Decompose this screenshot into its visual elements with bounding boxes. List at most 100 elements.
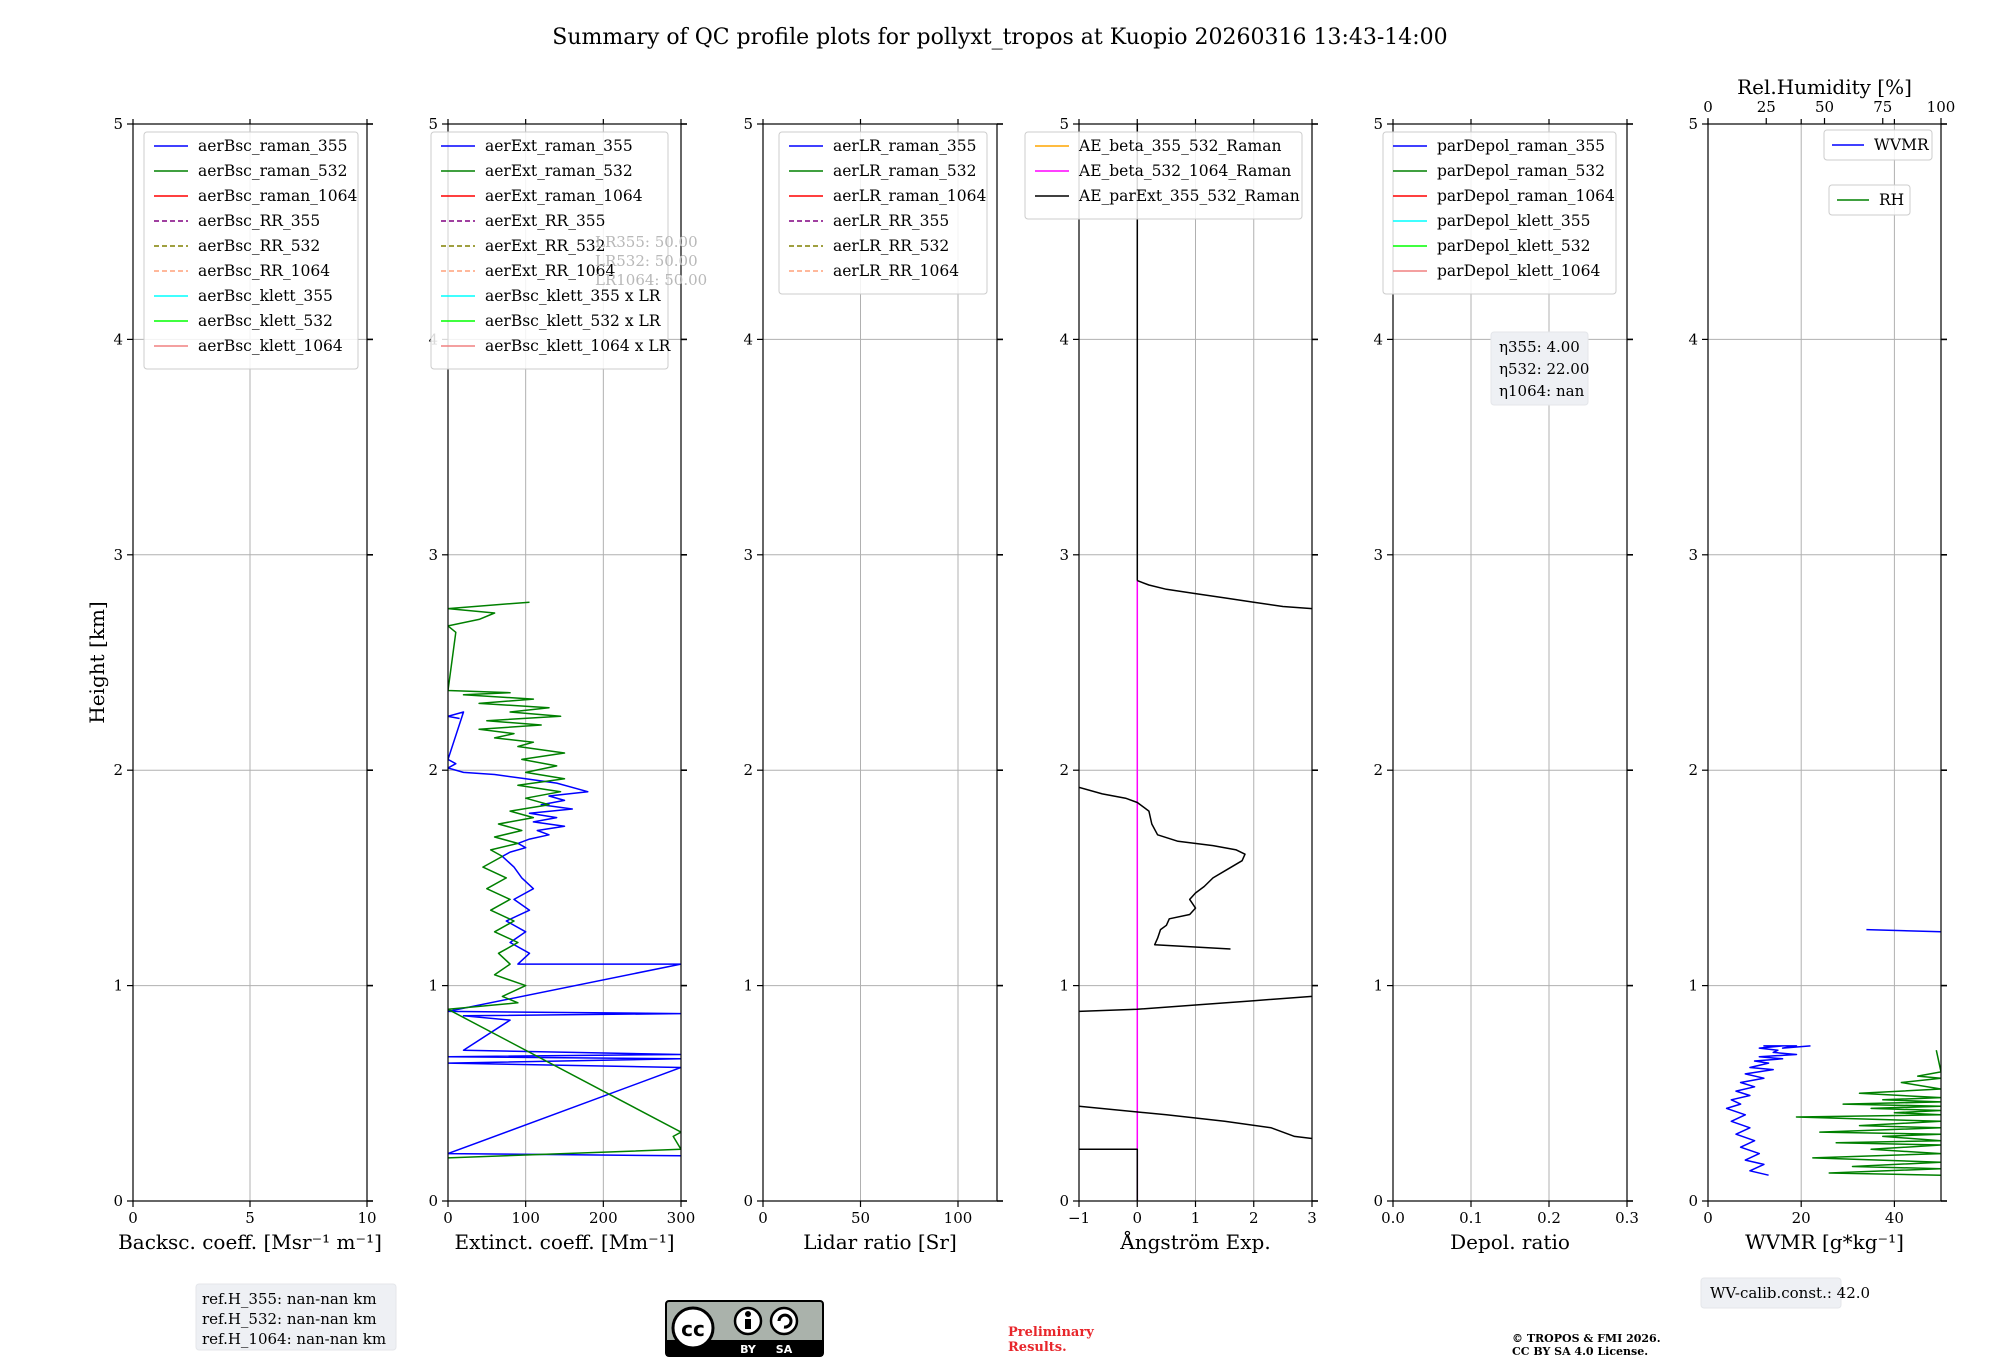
- legend-box: [1382, 131, 1617, 295]
- wv-calib-text: WV-calib.const.: 42.0: [1710, 1284, 1870, 1302]
- legend-label: AE_beta_355_532_Raman: [1078, 137, 1281, 155]
- y-tick-label: 4: [1373, 330, 1383, 348]
- copyright-text: © TROPOS & FMI 2026.: [1512, 1332, 1661, 1345]
- y-tick-label: 1: [428, 977, 438, 995]
- top-tick-label: 50: [1815, 98, 1834, 116]
- x-axis-label: Extinct. coeff. [Mm⁻¹]: [454, 1230, 674, 1254]
- lr-annotation: LR532: 50.00: [595, 252, 698, 270]
- y-tick-label: 1: [113, 977, 123, 995]
- legend-label: aerBsc_raman_355: [198, 137, 348, 155]
- axes-frame: [447, 123, 682, 1202]
- wv-calib-box: [1700, 1277, 1842, 1309]
- legend-label: parDepol_raman_532: [1437, 162, 1605, 180]
- x-tick-label: 0: [1703, 1209, 1713, 1227]
- series-line: [1079, 1148, 1139, 1201]
- lr-annotation: LR1064: 50.00: [595, 271, 707, 289]
- x-tick-label: 300: [667, 1209, 696, 1227]
- top-tick-label: 100: [1927, 98, 1956, 116]
- top-tick-label: 75: [1873, 98, 1892, 116]
- series-line: [1866, 928, 1941, 933]
- y-tick-label: 2: [113, 761, 123, 779]
- y-tick-label: 0: [113, 1192, 123, 1210]
- series-line: [1725, 1045, 1811, 1176]
- y-tick-label: 2: [1059, 761, 1069, 779]
- legend: aerLR_raman_355 aerLR_raman_532 aerLR_rama…: [778, 131, 988, 295]
- eta-annotation: η355: 4.00: [1499, 338, 1580, 356]
- x-tick-label: 0.2: [1537, 1209, 1561, 1227]
- series-group: [448, 601, 681, 1159]
- legend-label: aerBsc_klett_355: [198, 287, 333, 305]
- y-tick-label: 0: [428, 1192, 438, 1210]
- y-tick-label: 1: [1059, 977, 1069, 995]
- x-tick-label: 100: [944, 1209, 973, 1227]
- y-tick-label: 0: [743, 1192, 753, 1210]
- y-tick-label: 2: [743, 761, 753, 779]
- legend-label: AE_parExt_355_532_Raman: [1078, 187, 1300, 205]
- legend-label: parDepol_raman_1064: [1437, 187, 1615, 205]
- y-tick-label: 3: [743, 546, 753, 564]
- panel-depol: 0.0 0.1 0.2 0.3 0 1 2 3 4 5 Depol. ratio parDepol_r…: [1373, 115, 1638, 1254]
- eta-annotation: η532: 22.00: [1499, 360, 1589, 378]
- legend-label: aerExt_RR_1064: [485, 262, 616, 280]
- x-axis-label: Backsc. coeff. [Msr⁻¹ m⁻¹]: [118, 1230, 382, 1254]
- legend-label: aerBsc_klett_355 x LR: [485, 287, 662, 305]
- legend-label: parDepol_klett_355: [1437, 212, 1590, 230]
- x-tick-label: 0.3: [1615, 1209, 1639, 1227]
- x-tick-label: 0: [1132, 1209, 1142, 1227]
- axes-frame: [1392, 123, 1628, 1202]
- legend-label: aerBsc_klett_1064 x LR: [485, 337, 672, 355]
- legend-label: parDepol_klett_532: [1437, 237, 1590, 255]
- panel-bsc: 0 5 10 0 1 2 3 4 5 Backsc. coeff. [Msr⁻¹ m⁻¹] Heig…: [85, 115, 382, 1254]
- y-tick-label: 5: [113, 115, 123, 133]
- x-tick-label: 50: [851, 1209, 870, 1227]
- page-title: Summary of QC profile plots for pollyxt_…: [552, 25, 1447, 50]
- x-tick-label: 0: [443, 1209, 453, 1227]
- series-line: [1795, 1050, 1941, 1176]
- y-tick-label: 4: [1059, 330, 1069, 348]
- legend-label: aerLR_RR_1064: [833, 262, 959, 280]
- x-axis-label: Lidar ratio [Sr]: [803, 1230, 957, 1254]
- axes-frame: [762, 123, 998, 1202]
- x-tick-label: −1: [1068, 1209, 1090, 1227]
- y-axis-label: Height [km]: [85, 601, 109, 723]
- x-tick-label: 40: [1885, 1209, 1904, 1227]
- legend: parDepol_raman_355 parDepol_raman_532 parD…: [1382, 131, 1617, 295]
- y-tick-label: 4: [743, 330, 753, 348]
- refh-text: ref.H_355: nan-nan km: [202, 1290, 377, 1308]
- panel-lr: 0 50 100 0 1 2 3 4 5 Lidar ratio [Sr] aerLR_raman_…: [743, 115, 1003, 1254]
- y-tick-label: 5: [428, 115, 438, 133]
- legend-label: aerLR_raman_1064: [833, 187, 986, 205]
- refh-text: ref.H_532: nan-nan km: [202, 1310, 377, 1328]
- lr-annotation: LR355: 50.00: [595, 233, 698, 251]
- y-tick-label: 4: [1688, 330, 1698, 348]
- by-person-body: [745, 1319, 751, 1329]
- y-tick-label: 5: [1373, 115, 1383, 133]
- legend-label: aerBsc_RR_355: [198, 212, 320, 230]
- legend: aerBsc_raman_355 aerBsc_raman_532 aerBsc_r…: [143, 131, 359, 370]
- legend-label: aerBsc_klett_1064: [198, 337, 343, 355]
- series-line: [448, 601, 681, 1159]
- eta-annotation: η1064: nan: [1499, 382, 1585, 400]
- x-tick-label: 0: [128, 1209, 138, 1227]
- legend-label: AE_beta_532_1064_Raman: [1078, 162, 1291, 180]
- sa-share-arrow: [777, 1313, 793, 1329]
- x-tick-label: 10: [357, 1209, 376, 1227]
- legend: AE_beta_355_532_Raman AE_beta_532_1064_Ra…: [1024, 131, 1303, 220]
- y-tick-label: 3: [428, 546, 438, 564]
- series-line: [448, 711, 681, 1157]
- series-group: [1725, 928, 1941, 1176]
- x-tick-label: 100: [511, 1209, 540, 1227]
- series-line: [1079, 995, 1312, 1013]
- legend-label: aerBsc_RR_1064: [198, 262, 330, 280]
- legend-label: aerBsc_klett_532: [198, 312, 333, 330]
- by-person-head: [745, 1311, 751, 1317]
- legend-label: aerLR_raman_355: [833, 137, 976, 155]
- series-line: [1137, 579, 1312, 610]
- legend-label: aerBsc_raman_1064: [198, 187, 358, 205]
- cc-logo-text: cc: [681, 1317, 705, 1341]
- legend-box: [430, 131, 669, 370]
- legend-label: aerBsc_RR_532: [198, 237, 320, 255]
- legend-label: parDepol_klett_1064: [1437, 262, 1600, 280]
